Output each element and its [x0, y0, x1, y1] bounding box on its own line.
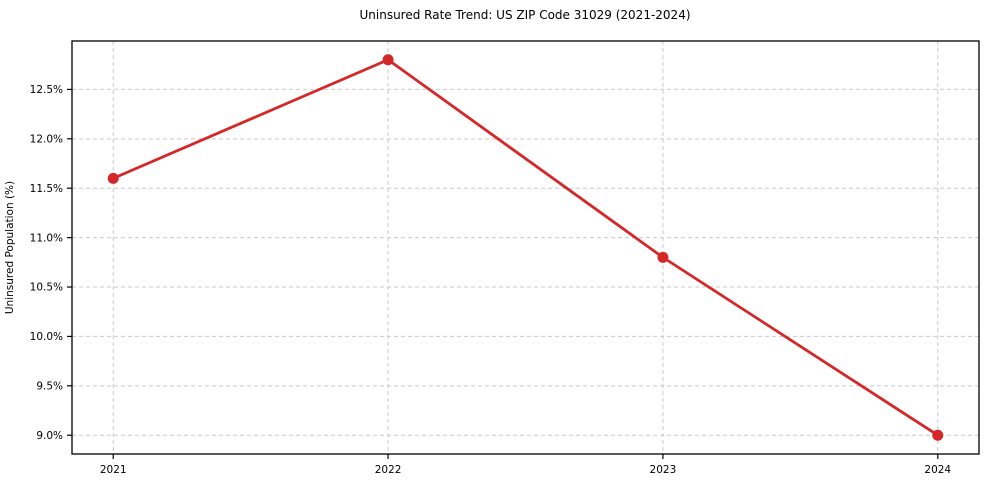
data-point: [657, 251, 669, 263]
plot-frame: [71, 40, 980, 455]
x-tick-label: 2022: [375, 464, 402, 476]
y-axis-label: Uninsured Population (%): [4, 181, 16, 314]
grid-layer: [72, 41, 979, 454]
y-tick-label: 10.5%: [30, 282, 63, 294]
data-point: [382, 54, 394, 66]
series-layer: [107, 54, 944, 441]
data-point: [932, 429, 944, 441]
x-tick-label: 2023: [650, 464, 677, 476]
data-point: [107, 172, 119, 184]
y-tick-label: 12.0%: [30, 134, 63, 146]
y-tick-label: 11.0%: [30, 232, 63, 244]
y-tick-label: 9.5%: [36, 381, 63, 393]
frame-layer: [71, 40, 980, 455]
x-tick-label: 2024: [924, 464, 951, 476]
chart-title: Uninsured Rate Trend: US ZIP Code 31029 …: [359, 8, 690, 22]
y-tick-label: 10.0%: [30, 331, 63, 343]
y-tick-label: 9.0%: [36, 430, 63, 442]
trend-line: [111, 58, 940, 437]
x-tick-label: 2021: [100, 464, 127, 476]
y-tick-label: 12.5%: [30, 84, 63, 96]
tick-layer: 9.0% 9.5% 10.0% 10.5% 11.0% 11.5% 12.0% 12.5% 20…: [30, 84, 952, 476]
y-tick-label: 11.5%: [30, 183, 63, 195]
